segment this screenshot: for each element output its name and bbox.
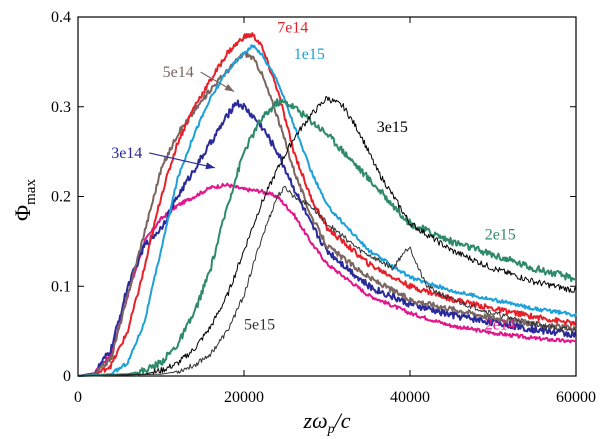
series-line-7e14: [77, 32, 577, 377]
x-tick-label: 20000: [224, 389, 264, 406]
series-line-3e14: [77, 99, 577, 377]
x-axis-title: zωp/c: [303, 408, 351, 437]
series-label-5e15: 5e15: [244, 316, 275, 333]
x-tick-label: 0: [74, 389, 82, 406]
series-label-3e14: 3e14: [111, 145, 142, 162]
x-tick-label: 60000: [556, 389, 596, 406]
label-arrow-3e14: [149, 152, 216, 169]
label-arrowhead-5e14: [224, 83, 235, 92]
y-tick-label: 0.1: [51, 278, 71, 295]
y-tick-label: 0: [63, 368, 71, 385]
label-arrowhead-3e14: [205, 162, 215, 170]
x-axis-title-z: z: [303, 408, 313, 433]
series-label-5e14: 5e14: [163, 64, 194, 81]
y-axis-title-phi: Φ: [10, 205, 35, 221]
series-line-5e15: [78, 185, 577, 377]
series-line-2e14: [77, 182, 577, 377]
y-tick-label: 0.4: [51, 9, 71, 26]
series-label-3e15: 3e15: [377, 119, 408, 136]
y-tick-label: 0.2: [51, 189, 71, 206]
series-line-1e15: [77, 44, 577, 377]
series-labels: 7e14 1e15 5e14 3e14 3e15 2e15 2e14 5e15: [111, 19, 516, 333]
x-tick-label: 40000: [390, 389, 430, 406]
y-axis-title: Φmax: [10, 179, 39, 221]
y-tick-label: 0.3: [51, 99, 71, 116]
x-axis-title-omega: ω: [312, 408, 328, 433]
x-axis-title-sub: p: [327, 422, 335, 437]
series-line-2e15: [78, 98, 577, 377]
series-label-2e14: 2e14: [485, 316, 516, 333]
y-axis-title-sub: max: [23, 179, 39, 205]
series-label-7e14: 7e14: [277, 19, 308, 36]
x-axis-title-rest: /c: [333, 408, 351, 433]
series-lines: [77, 32, 577, 377]
axis-ticks: 0 20000 40000 60000 0 0.1 0.2 0.3 0.4: [51, 9, 596, 406]
series-line-5e14: [77, 51, 577, 377]
series-label-2e15: 2e15: [485, 227, 516, 244]
series-label-1e15: 1e15: [294, 46, 325, 63]
series-line-3e15: [78, 95, 577, 377]
